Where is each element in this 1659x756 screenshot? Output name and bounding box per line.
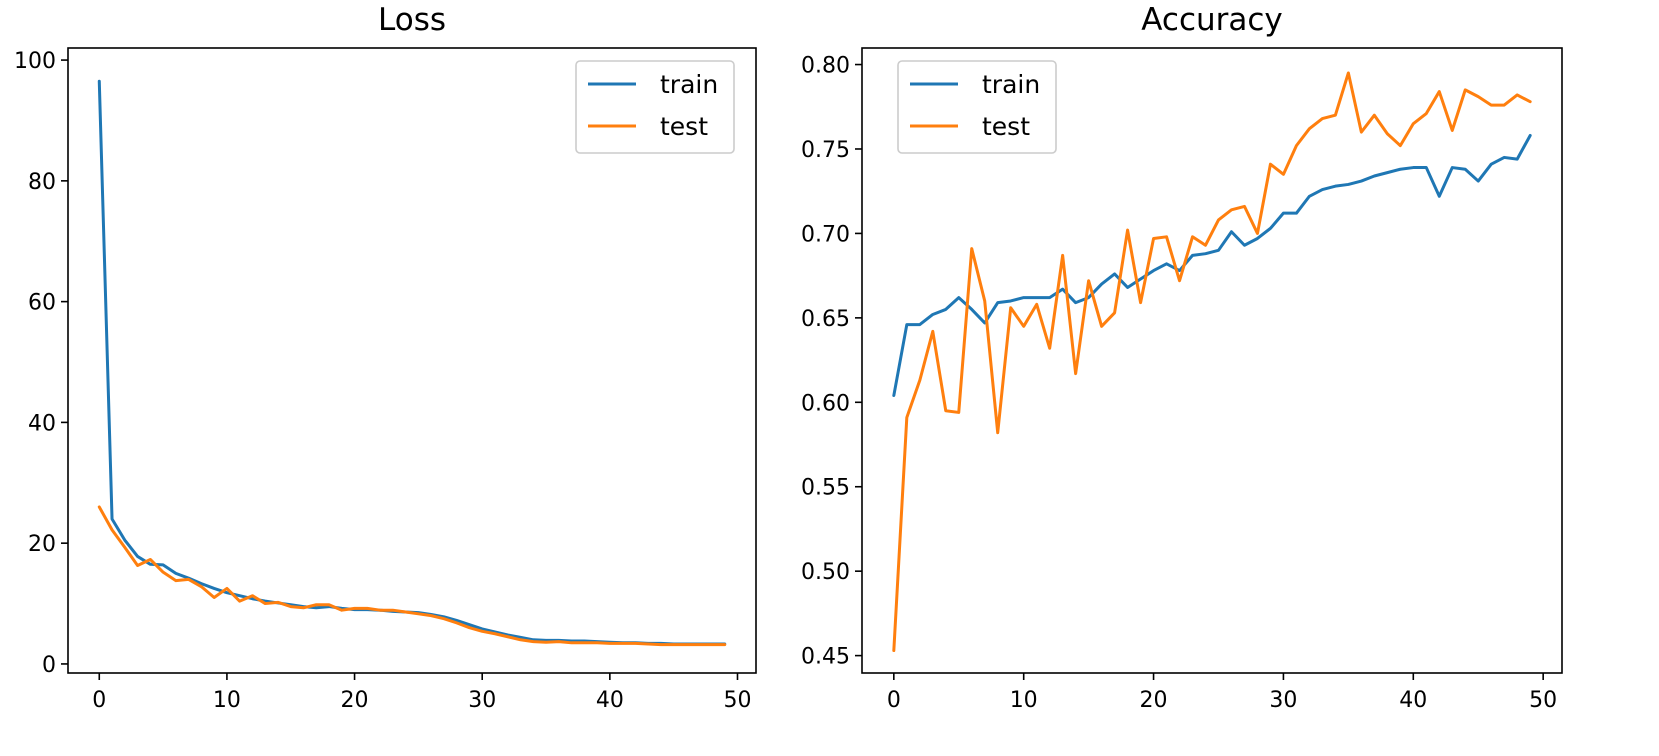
y-tick-label: 0.65	[801, 307, 850, 332]
x-tick-label: 0	[92, 688, 106, 713]
legend: train test	[575, 60, 735, 154]
y-tick-label: 0.60	[801, 391, 850, 416]
chart-title: Loss	[378, 2, 446, 38]
x-tick-label: 20	[1140, 688, 1168, 713]
axes-frame	[861, 47, 1563, 674]
x-tick-label: 50	[1529, 688, 1557, 713]
x-tick-label: 30	[468, 688, 496, 713]
legend-label-test: test	[982, 112, 1030, 141]
x-tick-label: 40	[1399, 688, 1427, 713]
chart-panel-loss: Loss 0 10 20 30 40 50 0 20 40 60 80 100 train test	[14, 2, 757, 713]
y-tick-label: 60	[28, 291, 56, 316]
y-tick-label: 0	[42, 653, 56, 678]
series-line-train	[892, 133, 1532, 398]
legend: train test	[897, 60, 1057, 154]
y-tick-label: 0.55	[801, 476, 850, 501]
legend-label-train: train	[660, 70, 718, 99]
y-tick-label: 40	[28, 411, 56, 436]
legend-label-train: train	[982, 70, 1040, 99]
x-tick-label: 10	[213, 688, 241, 713]
x-tick-label: 0	[887, 688, 901, 713]
x-tick-label: 10	[1010, 688, 1038, 713]
x-tick-label: 50	[723, 688, 751, 713]
x-tick-label: 30	[1269, 688, 1297, 713]
x-tick-label: 20	[341, 688, 369, 713]
y-tick-label: 0.70	[801, 222, 850, 247]
y-tick-label: 20	[28, 532, 56, 557]
chart-panel-accuracy: Accuracy 0 10 20 30 40 50 0.45 0.50 0.55 0.60 0.65 0…	[801, 2, 1563, 713]
series-line-train	[97, 79, 727, 646]
y-tick-label: 0.50	[801, 560, 850, 585]
y-tick-label: 0.80	[801, 54, 850, 79]
series-line-test	[892, 71, 1532, 653]
legend-label-test: test	[660, 112, 708, 141]
axes-frame	[67, 47, 757, 674]
y-tick-label: 100	[14, 49, 56, 74]
series-line-test	[97, 505, 727, 647]
chart-title: Accuracy	[1141, 2, 1283, 38]
y-tick-label: 80	[28, 170, 56, 195]
x-tick-label: 40	[596, 688, 624, 713]
y-tick-label: 0.75	[801, 138, 850, 163]
y-tick-label: 0.45	[801, 645, 850, 670]
